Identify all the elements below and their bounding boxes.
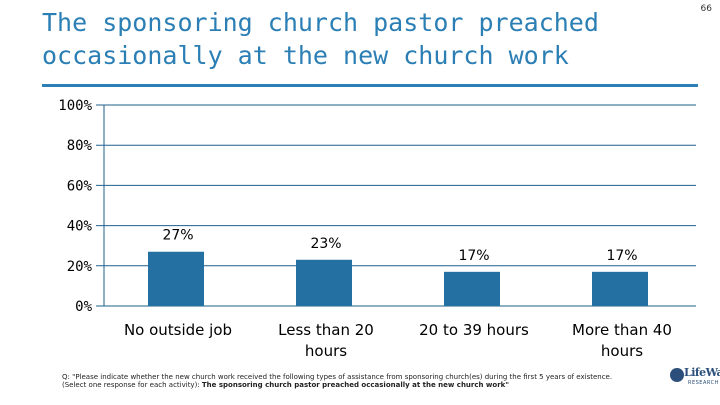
x-category-label: Less than 20: [278, 321, 374, 339]
logo-text-bottom: RESEARCH: [688, 380, 719, 386]
y-tick-label: 20%: [67, 259, 93, 275]
bar: [592, 271, 648, 306]
logo-mark-icon: [670, 368, 684, 382]
x-category-label: hours: [305, 342, 347, 360]
x-category-label: hours: [601, 342, 643, 360]
logo-text-top: LifeWay: [684, 366, 720, 379]
y-tick-label: 100%: [58, 98, 92, 114]
slide-title: The sponsoring church pastor preached oc…: [42, 8, 599, 70]
x-category-label: More than 40: [572, 321, 672, 339]
y-tick-label: 0%: [75, 299, 92, 315]
footnote-bold-text: The sponsoring church pastor preached oc…: [201, 381, 509, 389]
bar: [148, 251, 204, 306]
lifeway-research-logo: LifeWay RESEARCH: [666, 362, 720, 398]
x-category-label: 20 to 39 hours: [419, 321, 529, 339]
title-divider: [42, 84, 698, 87]
y-tick-label: 80%: [67, 138, 93, 154]
survey-question-footnote: Q: "Please indicate whether the new chur…: [62, 373, 622, 389]
x-category-label: No outside job: [124, 321, 232, 339]
bar: [296, 259, 352, 306]
data-label: 23%: [310, 236, 341, 252]
bar: [444, 271, 500, 306]
y-tick-label: 40%: [67, 219, 93, 235]
y-tick-label: 60%: [67, 178, 93, 194]
data-label: 27%: [162, 228, 193, 244]
page-number: 66: [700, 4, 712, 14]
footnote-text: Q: "Please indicate whether the new chur…: [62, 373, 613, 389]
data-label: 17%: [458, 248, 489, 264]
data-label: 17%: [606, 248, 637, 264]
